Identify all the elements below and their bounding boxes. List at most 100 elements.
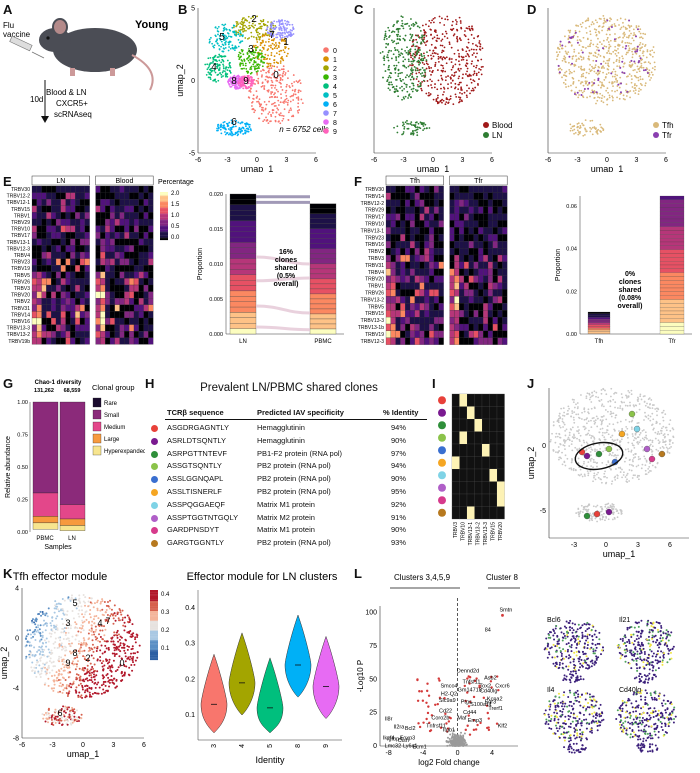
- k-ytick: 0: [15, 636, 19, 643]
- k-cluster-label: 4: [97, 618, 102, 628]
- k-colorbar-tick: 0.3: [161, 610, 170, 616]
- l-gene-label: Coro2b: [431, 715, 449, 721]
- panel-k: Tfh effector module -6 -3 0 3 6 4 0 -4 -8 umap_1 um…: [0, 571, 342, 765]
- h-cell-seq: ASRLDTSQNTLY: [167, 435, 227, 445]
- g-xtick: LN: [68, 536, 76, 542]
- k-title-umap: Tfh effector module: [13, 571, 108, 583]
- h-cell-seq: ASSLTISNERLF: [167, 487, 222, 496]
- g-chao-title: Chao-1 diversity: [35, 380, 82, 386]
- e-gene-label: TRBV13-3: [7, 326, 31, 332]
- e-colorbar-tick: 0.5: [171, 224, 180, 230]
- l-gene-label: Cd22: [439, 709, 452, 715]
- f-shared-text: (0.08%: [619, 295, 642, 302]
- f-shared-text: clones: [619, 279, 641, 286]
- g-ytick: 0.00: [17, 530, 28, 536]
- k-violin-xlabel: Identity: [255, 755, 285, 765]
- l-xlabel: log2 Fold change: [418, 758, 480, 767]
- l-significant-points: [416, 613, 504, 736]
- d-legend-label: Tfr: [662, 131, 672, 140]
- h-header-id: % Identity: [383, 408, 419, 417]
- mouse-icon: [39, 18, 154, 91]
- e-facet-header: [95, 175, 154, 186]
- e-shared-text: (0.5%: [277, 273, 296, 280]
- i-present-cell: [497, 481, 505, 494]
- i-grid: [451, 393, 505, 520]
- k-violin-4: [228, 632, 256, 716]
- d-legend-label: Tfh: [662, 121, 674, 130]
- i-row-dot: [438, 446, 446, 455]
- f-gene-label: TRBV15: [365, 311, 384, 317]
- g-bar-segment: [59, 504, 86, 520]
- e-alluvial-stratum-pbmc: [309, 203, 337, 335]
- k-ylabel: umap_2: [0, 647, 9, 680]
- h-cell-seq: ASSGTSQNTLY: [167, 461, 222, 471]
- f-gene-label: TRBV16: [365, 242, 384, 248]
- e-alluvial-xtick: PBMC: [314, 339, 332, 345]
- h-cell-seq: ASSPTGGTNTGQLY: [167, 512, 239, 522]
- l-gene-label: Kcna2: [487, 697, 503, 703]
- g-ytick: 0.25: [17, 498, 28, 504]
- b-xtick: 3: [285, 157, 289, 164]
- k-cluster-label: 8: [72, 648, 77, 658]
- g-legend-label: Large: [104, 437, 120, 443]
- g-bar-segment: [32, 492, 59, 517]
- k-violin-ytick: 0.1: [185, 712, 195, 719]
- l-gene-label: Ikzf4: [383, 735, 395, 741]
- l-gene-label: Il8r: [385, 717, 393, 723]
- k-xtick: 3: [112, 742, 116, 749]
- e-colorbar-tick: 2.0: [171, 191, 180, 197]
- l-gene-label: Gm14718: [458, 687, 482, 693]
- panel-label-h: H: [145, 376, 155, 391]
- k-xtick: -3: [49, 742, 55, 749]
- l-mini-title: Il4: [547, 687, 555, 694]
- f-gene-label: TRBV12-2: [361, 201, 385, 207]
- f-alluvial-stratum-tfh: [587, 311, 611, 334]
- k-ytick: -4: [13, 686, 19, 693]
- e-heat-cells: [95, 185, 154, 345]
- d-xtick: 6: [664, 157, 668, 164]
- b-legend-label: 6: [333, 102, 337, 109]
- panel-label-i: I: [432, 376, 436, 391]
- i-row-dot: [438, 508, 446, 517]
- g-chao-value: 131,262: [34, 388, 54, 394]
- d-tfh-points: [555, 14, 656, 137]
- i-present-cell: [467, 406, 475, 419]
- b-ytick: 0: [191, 78, 195, 85]
- d-xlabel: umap_1: [591, 164, 624, 172]
- e-gene-label: TRBV19b: [8, 339, 30, 345]
- e-gene-label: TRBV12-1: [7, 200, 31, 206]
- h-header-seq: TCRβ sequence: [167, 408, 224, 417]
- g-legend-swatch: [92, 445, 102, 456]
- f-facet-header: [385, 175, 444, 186]
- b-cluster-label: 7: [269, 30, 275, 41]
- i-gene-label: TRBV13-1: [468, 522, 474, 546]
- young-label: Young: [135, 19, 168, 31]
- k-cluster-label: 9: [65, 658, 70, 668]
- f-gene-label: TRBV30: [365, 187, 384, 193]
- f-alluvial-stratum-tfr: [659, 195, 685, 335]
- e-alluvial-ytick: 0.000: [209, 332, 223, 338]
- f-gene-label: TRBV5: [368, 304, 384, 310]
- g-bar-pbmc: [32, 401, 59, 530]
- c-xtick: -3: [400, 157, 406, 164]
- e-gene-label: TRBV2: [14, 299, 30, 305]
- b-cluster-label: 1: [283, 37, 289, 48]
- j-xlabel: umap_1: [603, 549, 636, 559]
- l-gene-label: Cxcr6: [495, 683, 509, 689]
- e-gene-label: TRBV12-2: [7, 194, 31, 200]
- k-cluster-label: 3: [65, 618, 70, 628]
- h-cell-seq: ASSPQGGAEQF: [167, 499, 225, 509]
- k-ytick: -8: [13, 736, 19, 743]
- f-alluvial-xtick: Tfh: [595, 339, 604, 345]
- j-highlight-ellipse: [574, 441, 624, 471]
- e-alluvial-ylabel: Proportion: [197, 248, 204, 280]
- l-gene-label: Tox2: [479, 683, 491, 689]
- h-cell-seq: GARGTGGNTLY: [167, 538, 224, 548]
- e-gene-label: TRBV1: [14, 213, 30, 219]
- e-shared-text: 16%: [279, 249, 294, 256]
- l-gene-label: Ecm1: [413, 745, 427, 751]
- l-gene-label: Klf2: [498, 723, 507, 729]
- f-gene-label: TRBV4: [368, 270, 384, 276]
- l-gene-label: Emp3: [468, 718, 482, 724]
- g-xlabel: Samples: [44, 544, 72, 551]
